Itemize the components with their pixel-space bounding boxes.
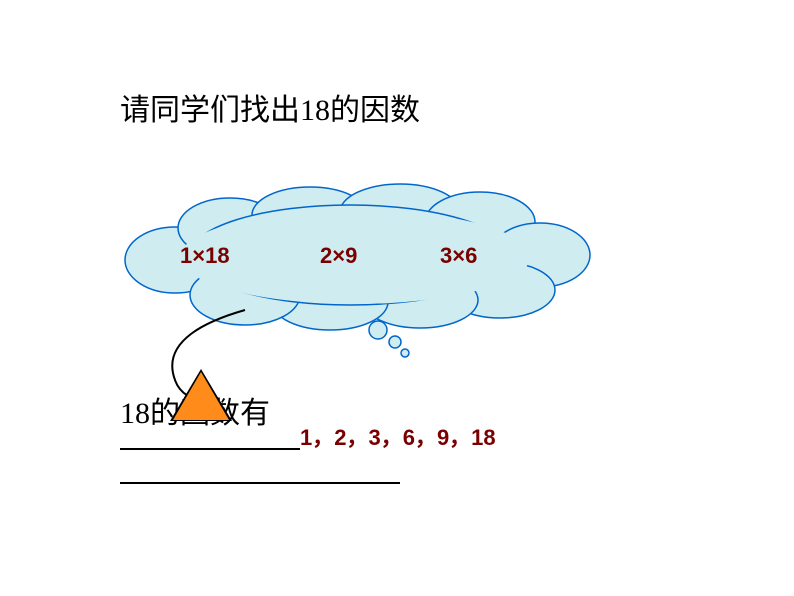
expression-3: 3×6 [440,243,477,269]
pointer-curve [0,0,794,596]
expression-2: 2×9 [320,243,357,269]
underline-2 [120,482,400,484]
pointer-triangle [173,372,229,420]
expression-1: 1×18 [180,243,230,269]
underline-1 [120,448,300,450]
factors-list: 1，2，3，6，9，18 [300,420,496,452]
